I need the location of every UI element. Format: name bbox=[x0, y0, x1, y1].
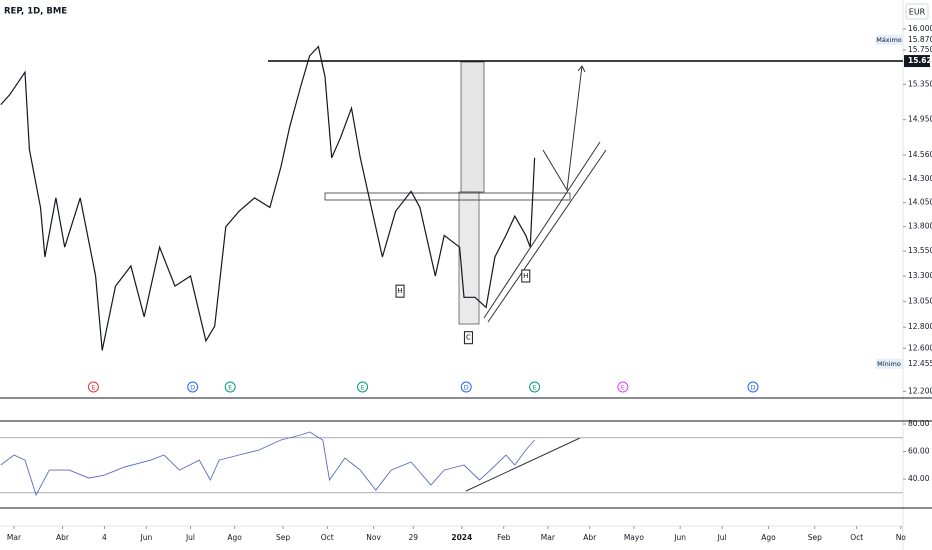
x-tick-label: Ago bbox=[227, 533, 242, 542]
arrow-head bbox=[577, 65, 586, 73]
zone-box bbox=[324, 192, 571, 201]
pattern-label: C bbox=[466, 334, 471, 342]
event-marker[interactable] bbox=[460, 381, 472, 393]
projection bbox=[542, 65, 583, 192]
price-line bbox=[0, 45, 536, 351]
measure-box bbox=[458, 191, 480, 325]
event-letter: E bbox=[228, 384, 232, 392]
event-letter: D bbox=[750, 384, 755, 392]
event-letter: E bbox=[621, 384, 625, 392]
y-tick-label: 14.050 bbox=[908, 198, 932, 207]
y-tick-label: 12.600 bbox=[908, 343, 932, 352]
x-tick-label: Mar bbox=[7, 533, 22, 542]
symbol-header: REP, 1D, BME bbox=[4, 7, 67, 17]
event-letter: E bbox=[91, 384, 95, 392]
y-tick-label: 13.300 bbox=[908, 271, 932, 280]
x-tick-label: 2024 bbox=[451, 533, 472, 542]
trend-line bbox=[483, 141, 601, 319]
y-tick-label: 14.300 bbox=[908, 174, 932, 183]
event-letter: D bbox=[464, 384, 469, 392]
x-tick-label: 4 bbox=[102, 533, 107, 542]
x-tick-label: Jun bbox=[140, 533, 153, 542]
y-tick-label: 12.800 bbox=[908, 322, 932, 331]
x-tick-label: Jul bbox=[185, 533, 195, 542]
rsi-tick-label: 40.00 bbox=[908, 474, 930, 483]
x-tick-label: Nov bbox=[366, 533, 381, 542]
rsi-line bbox=[0, 431, 535, 497]
level-label: 15.620 bbox=[908, 56, 932, 65]
axes: 16.000 15.750 15.350 14.950 14.560 14.300 14.0… bbox=[7, 24, 932, 542]
min-pill bbox=[876, 358, 903, 369]
pattern-box bbox=[521, 269, 531, 283]
event-letter: E bbox=[533, 384, 537, 392]
currency: EUR bbox=[909, 8, 926, 17]
y-tick-label: 13.800 bbox=[908, 222, 932, 231]
x-tick-label: Jul bbox=[717, 533, 727, 542]
x-tick-label: Oct bbox=[850, 533, 863, 542]
min-label: 12.455 bbox=[908, 359, 932, 368]
x-tick-label: Mar bbox=[541, 533, 556, 542]
pattern-label: H bbox=[397, 287, 402, 295]
x-tick-label: Abr bbox=[56, 533, 70, 542]
max-pill bbox=[876, 34, 903, 45]
event-marker[interactable] bbox=[617, 381, 629, 393]
rsi-tick-label: 80.00 bbox=[908, 419, 930, 428]
pattern-box bbox=[463, 331, 473, 345]
x-tick-label: Feb bbox=[497, 533, 511, 542]
event-marker[interactable] bbox=[187, 381, 199, 393]
x-tick-label: Oct bbox=[321, 533, 334, 542]
y-tick-label: 14.950 bbox=[908, 115, 932, 124]
rsi-trend-line bbox=[465, 437, 581, 492]
x-tick-label: No bbox=[896, 533, 907, 542]
measure-box bbox=[460, 61, 485, 193]
max-name: Máximo bbox=[876, 36, 902, 44]
level-pill bbox=[904, 55, 930, 68]
event-marker[interactable] bbox=[224, 381, 236, 393]
y-tick-label: 15.350 bbox=[908, 79, 932, 88]
event-letter: D bbox=[190, 384, 195, 392]
event-marker[interactable] bbox=[747, 381, 759, 393]
x-tick-label: Sep bbox=[808, 533, 822, 542]
event-marker[interactable] bbox=[357, 381, 369, 393]
y-tick-label: 12.200 bbox=[908, 386, 932, 395]
x-tick-label: Abr bbox=[583, 533, 597, 542]
min-name: Mínimo bbox=[877, 360, 901, 368]
y-tick-label: 14.560 bbox=[908, 150, 932, 159]
rsi-tick-label: 60.00 bbox=[908, 447, 930, 456]
pattern-label: H bbox=[523, 272, 528, 280]
y-tick-label: 16.000 bbox=[908, 24, 932, 33]
pattern-box bbox=[395, 284, 405, 298]
trend-line bbox=[487, 149, 607, 323]
y-tick-label: 13.050 bbox=[908, 296, 932, 305]
y-tick-label: 13.550 bbox=[908, 246, 932, 255]
event-letter: E bbox=[360, 384, 364, 392]
max-label: 15.870 bbox=[908, 35, 932, 44]
x-tick-label: Mayo bbox=[624, 533, 645, 542]
x-tick-label: Sep bbox=[276, 533, 290, 542]
event-marker[interactable] bbox=[87, 381, 99, 393]
x-tick-label: Ago bbox=[761, 533, 776, 542]
x-tick-label: 29 bbox=[409, 533, 419, 542]
event-marker[interactable] bbox=[529, 381, 541, 393]
y-tick-label: 15.750 bbox=[908, 45, 932, 54]
x-tick-label: Jun bbox=[673, 533, 686, 542]
currency-box[interactable] bbox=[905, 3, 929, 20]
